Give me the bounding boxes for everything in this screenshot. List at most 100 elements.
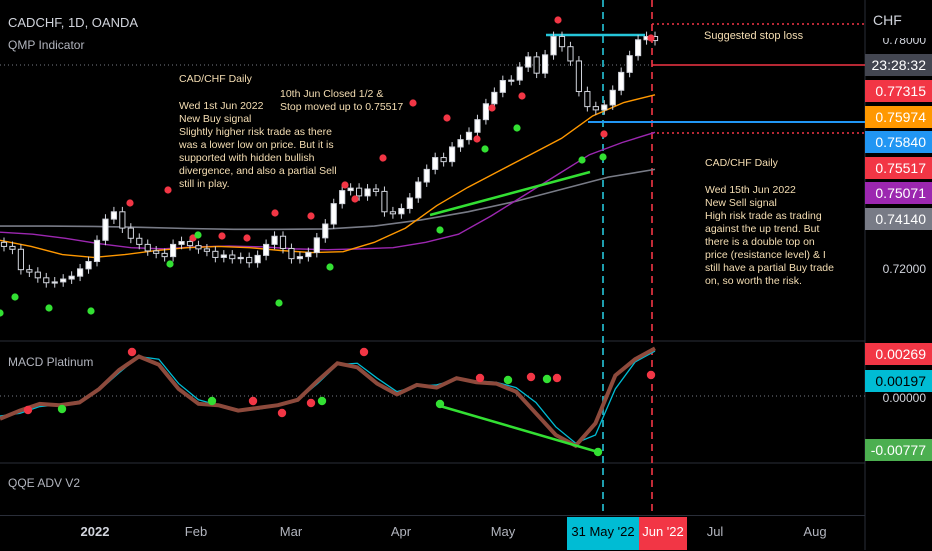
- candle-body: [482, 103, 490, 121]
- candle: [229, 250, 236, 264]
- candle: [508, 75, 515, 86]
- candle-body: [364, 188, 371, 197]
- candle-body: [609, 89, 616, 106]
- macd-sell-dot: [526, 372, 536, 382]
- note-closed-half: 10th Jun Closed 1/2 & Stop moved up to 0…: [280, 88, 404, 113]
- candle: [626, 50, 633, 78]
- candle: [76, 263, 84, 282]
- candle: [144, 239, 151, 256]
- note-buy-title: CAD/CHF Daily: [179, 73, 252, 85]
- candle: [550, 31, 557, 60]
- candle: [406, 193, 413, 214]
- buy-signal-dot: [194, 231, 202, 239]
- buy-signal-dot: [275, 299, 283, 307]
- sell-signal-dot: [126, 199, 134, 207]
- macd-sell-dot: [646, 370, 656, 380]
- macd-badge: -0.00777: [865, 439, 932, 461]
- price-tick-label: 0.72000: [882, 262, 926, 276]
- candle: [575, 56, 583, 97]
- candle: [339, 185, 346, 209]
- candle-body: [279, 235, 287, 249]
- candle-body: [575, 60, 583, 93]
- candle-body: [389, 211, 397, 215]
- candle-body: [533, 56, 540, 74]
- candle: [330, 198, 337, 229]
- candle-body: [169, 243, 177, 258]
- macd-sell-dot: [277, 408, 287, 418]
- macd-buy-dot: [435, 399, 445, 409]
- candle: [432, 152, 439, 175]
- note-sell-title: CAD/CHF Daily: [705, 157, 778, 169]
- buy-signal-dot: [0, 309, 4, 317]
- buy-signal-dot: [481, 145, 489, 153]
- note-sell-body: Wed 15th Jun 2022 New Sell signal High r…: [705, 184, 834, 287]
- buy-signal-dot: [578, 156, 586, 164]
- candle-body: [355, 187, 363, 197]
- candle-body: [499, 80, 506, 93]
- candle: [17, 244, 25, 275]
- candle-body: [423, 168, 430, 183]
- candle: [51, 277, 58, 288]
- sell-signal-dot: [164, 186, 172, 194]
- candle-body: [26, 269, 33, 273]
- candle: [322, 219, 329, 243]
- macd-sell-dot: [23, 405, 33, 415]
- candle: [448, 142, 456, 167]
- sell-signal-dot: [647, 34, 655, 42]
- candle-body: [119, 211, 126, 229]
- macd-sell-dot: [248, 396, 258, 406]
- candle-body: [203, 248, 211, 252]
- candle-body: [229, 254, 236, 260]
- macd-sell-dot: [127, 347, 137, 357]
- candle-body: [43, 277, 50, 284]
- sell-signal-dot: [351, 195, 359, 203]
- candle: [372, 184, 380, 197]
- qqe-title: QQE ADV V2: [8, 476, 81, 490]
- macd-badge: 0.00269: [865, 343, 932, 365]
- sell-signal-dot: [307, 212, 315, 220]
- candle-body: [212, 250, 219, 258]
- candle: [457, 134, 464, 152]
- candle: [161, 248, 168, 262]
- candle: [203, 243, 211, 257]
- candle: [381, 186, 388, 217]
- macd-buy-dot: [503, 375, 513, 385]
- candle: [60, 274, 67, 287]
- price-badge: 0.75517: [865, 157, 932, 179]
- candle-body: [136, 237, 143, 245]
- candle-body: [525, 56, 532, 68]
- candle: [474, 114, 481, 138]
- macd-sell-dot: [306, 398, 316, 408]
- month-highlight-badge: [639, 517, 687, 550]
- candle: [119, 206, 126, 233]
- price-axis[interactable]: CHF 0.78000 23:28:32 0.72000: [865, 0, 932, 515]
- date-highlight-label: 31 May '22: [571, 524, 634, 539]
- candle-body: [381, 190, 388, 213]
- month-highlight-label: Jun '22: [642, 524, 684, 539]
- candle: [567, 41, 574, 66]
- macd-divergence-line: [439, 404, 599, 454]
- candle: [220, 250, 227, 263]
- sell-signal-dot: [271, 209, 279, 217]
- date-highlight-badge: [567, 517, 639, 550]
- sell-signal-dot: [600, 130, 608, 138]
- time-axis[interactable]: [0, 515, 865, 551]
- candle-body: [60, 278, 67, 283]
- macd-line: [0, 346, 656, 449]
- candle: [601, 100, 608, 115]
- candle-body: [161, 252, 168, 258]
- note-buy-body: Wed 1st Jun 2022 New Buy signal Slightly…: [179, 100, 337, 190]
- candle-body: [339, 190, 346, 205]
- sell-signal-dot: [443, 114, 451, 122]
- time-label: Mar: [280, 524, 303, 539]
- candle: [389, 206, 397, 219]
- candle-body: [558, 35, 566, 48]
- candle-body: [313, 237, 320, 254]
- candle-body: [415, 181, 422, 199]
- candle: [237, 252, 244, 264]
- candle-body: [491, 91, 498, 105]
- candle: [533, 51, 540, 79]
- candle: [68, 271, 75, 284]
- candle: [110, 206, 118, 225]
